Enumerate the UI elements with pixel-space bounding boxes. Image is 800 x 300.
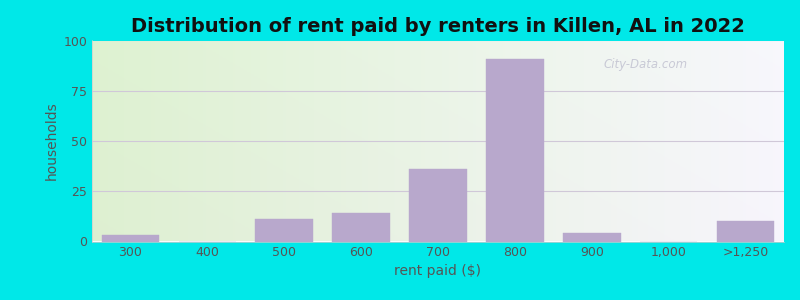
Bar (102, 236, 159, 242)
Text: City-Data.com: City-Data.com (603, 58, 688, 71)
Bar (563, 233, 621, 242)
Bar (486, 58, 544, 242)
Y-axis label: households: households (45, 102, 59, 180)
X-axis label: rent paid ($): rent paid ($) (394, 263, 482, 278)
Bar (717, 221, 774, 242)
Bar (409, 169, 467, 242)
Bar (332, 213, 390, 242)
Bar (255, 219, 313, 242)
Title: Distribution of rent paid by renters in Killen, AL in 2022: Distribution of rent paid by renters in … (131, 17, 745, 36)
